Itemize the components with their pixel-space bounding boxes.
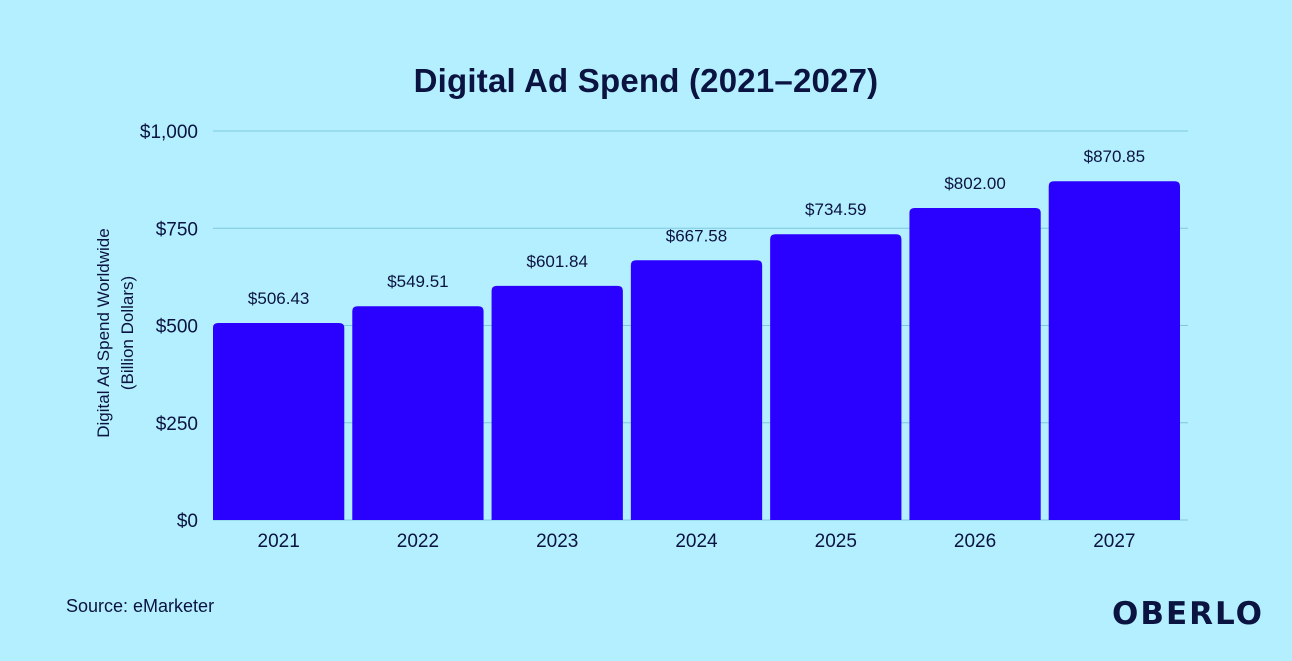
bar-2023 xyxy=(491,285,623,520)
bar-2027 xyxy=(1048,181,1180,520)
chart-title: Digital Ad Spend (2021–2027) xyxy=(413,62,879,99)
y-tick-label: $1,000 xyxy=(140,122,198,143)
y-tick-label: $0 xyxy=(177,511,198,532)
y-axis-label-line: (Billion Dollars) xyxy=(118,276,137,390)
bar-2025 xyxy=(770,234,902,520)
x-tick-label: 2024 xyxy=(675,531,718,552)
data-label: $734.59 xyxy=(805,200,866,219)
x-tick-label: 2027 xyxy=(1093,531,1135,552)
source-note: Source: eMarketer xyxy=(66,596,215,616)
x-tick-label: 2026 xyxy=(954,531,996,552)
data-label: $802.00 xyxy=(944,174,1005,193)
y-axis-ticks: $0 $250 $500 $750 $1,000 xyxy=(140,122,198,532)
y-tick-label: $750 xyxy=(156,219,198,240)
y-tick-label: $250 xyxy=(156,414,198,435)
bar-2026 xyxy=(909,208,1041,520)
y-axis-label-line: Digital Ad Spend Worldwide xyxy=(94,228,113,437)
x-tick-label: 2021 xyxy=(258,531,300,552)
oberlo-logo: OBERLO xyxy=(1112,596,1265,632)
x-tick-label: 2025 xyxy=(815,531,857,552)
y-axis-label: Digital Ad Spend Worldwide (Billion Dolla… xyxy=(94,228,137,437)
data-label: $667.58 xyxy=(666,226,727,245)
data-label: $506.43 xyxy=(248,289,309,308)
x-tick-label: 2023 xyxy=(536,531,578,552)
data-label: $870.85 xyxy=(1084,147,1145,166)
bar-2022 xyxy=(352,306,484,520)
bar-2024 xyxy=(630,260,763,520)
data-label: $549.51 xyxy=(387,272,448,291)
data-label: $601.84 xyxy=(526,252,587,271)
x-axis-ticks: 2021 2022 2023 2024 2025 2026 2027 xyxy=(258,531,1136,552)
bar-2021 xyxy=(213,322,345,520)
y-tick-label: $500 xyxy=(156,317,198,338)
bars: $506.43 $549.51 $601.84 $667.58 $734.59 $802.… xyxy=(213,147,1180,520)
x-tick-label: 2022 xyxy=(397,531,439,552)
